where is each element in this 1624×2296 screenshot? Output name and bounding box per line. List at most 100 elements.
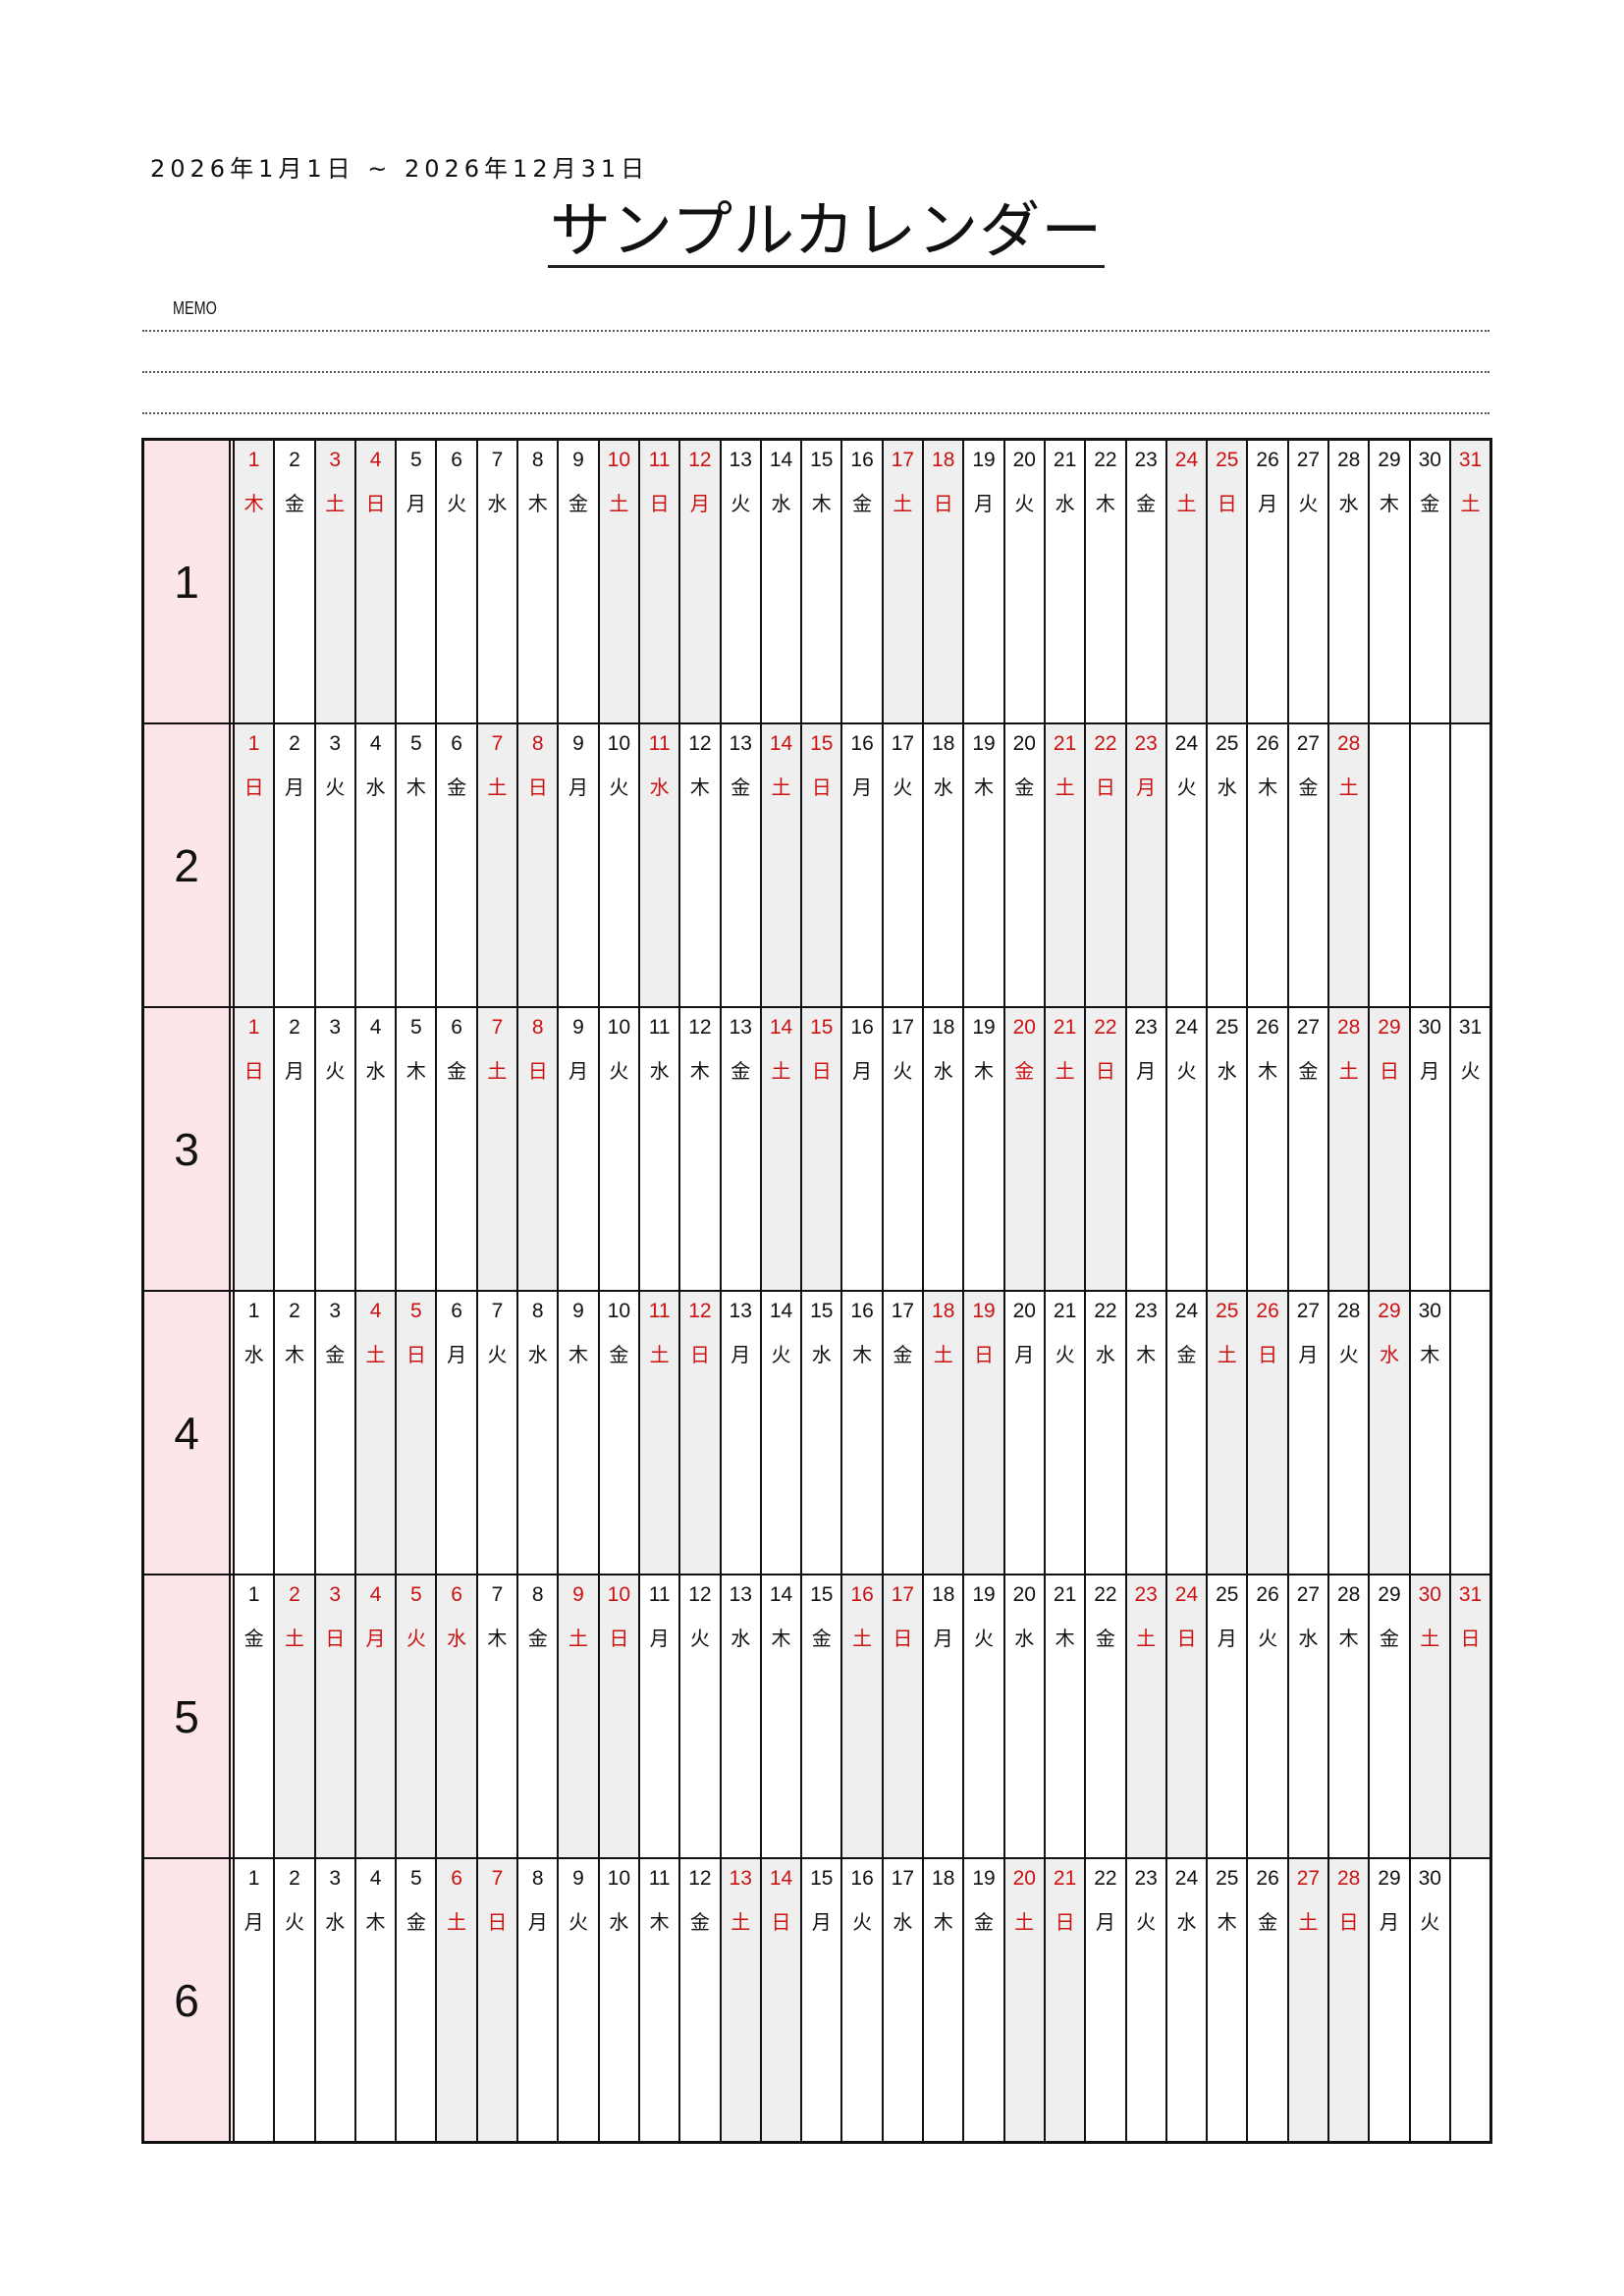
day-cell[interactable]: 13 火 [722, 441, 762, 722]
day-cell[interactable]: 15 金 [802, 1575, 843, 1857]
day-cell[interactable]: 31 日 [1450, 1575, 1490, 1857]
day-cell[interactable]: 21 木 [1046, 1575, 1087, 1857]
day-cell[interactable]: 28 木 [1329, 1575, 1371, 1857]
day-cell[interactable]: 22 金 [1086, 1575, 1127, 1857]
day-cell[interactable]: 27 金 [1289, 1008, 1330, 1290]
day-cell[interactable]: 28 土 [1329, 724, 1371, 1006]
day-cell[interactable]: 20 金 [1005, 724, 1046, 1006]
day-cell[interactable]: 28 土 [1329, 1008, 1371, 1290]
day-cell[interactable]: 19 木 [964, 724, 1005, 1006]
day-cell[interactable]: 17 日 [883, 1575, 925, 1857]
day-cell[interactable]: 30 木 [1411, 1292, 1451, 1574]
day-cell[interactable]: 12 日 [680, 1292, 722, 1574]
day-cell[interactable]: 21 日 [1045, 1859, 1087, 2141]
day-cell[interactable]: 13 金 [722, 1008, 762, 1290]
day-cell[interactable]: 24 火 [1167, 1008, 1209, 1290]
day-cell[interactable]: 26 金 [1248, 1859, 1289, 2141]
day-cell[interactable]: 31 土 [1450, 441, 1490, 722]
day-cell[interactable]: 21 水 [1046, 441, 1087, 722]
day-cell[interactable]: 10 日 [599, 1575, 640, 1857]
day-cell[interactable]: 19 月 [964, 441, 1005, 722]
day-cell[interactable]: 22 日 [1086, 724, 1127, 1006]
day-cell[interactable]: 15 日 [802, 724, 843, 1006]
day-cell[interactable]: 18 日 [924, 441, 965, 722]
day-cell[interactable]: 14 水 [762, 441, 803, 722]
day-cell[interactable]: 23 金 [1127, 441, 1167, 722]
day-cell[interactable]: 12 月 [680, 441, 722, 722]
day-cell[interactable]: 19 木 [964, 1008, 1005, 1290]
day-cell[interactable]: 10 土 [599, 441, 640, 722]
day-cell[interactable]: 15 日 [802, 1008, 843, 1290]
day-cell[interactable]: 16 金 [842, 441, 884, 722]
day-cell[interactable]: 27 土 [1288, 1859, 1330, 2141]
day-cell[interactable]: 29 金 [1370, 1575, 1411, 1857]
day-cell[interactable]: 25 水 [1208, 1008, 1249, 1290]
day-cell[interactable]: 25 日 [1208, 441, 1249, 722]
day-cell[interactable]: 13 月 [722, 1292, 762, 1574]
day-cell[interactable]: 17 水 [884, 1859, 925, 2141]
day-cell[interactable]: 18 水 [924, 1008, 965, 1290]
day-cell[interactable]: 13 水 [722, 1575, 762, 1857]
day-cell[interactable]: 12 金 [680, 1859, 722, 2141]
day-cell[interactable]: 17 金 [884, 1292, 925, 1574]
day-cell[interactable]: 11 木 [640, 1859, 681, 2141]
day-cell[interactable]: 18 木 [924, 1859, 965, 2141]
day-cell[interactable]: 19 火 [964, 1575, 1005, 1857]
day-cell[interactable]: 29 水 [1370, 1292, 1411, 1574]
day-cell[interactable]: 24 水 [1167, 1859, 1209, 2141]
day-cell[interactable]: 12 木 [680, 724, 722, 1006]
day-cell[interactable]: 27 金 [1289, 724, 1330, 1006]
day-cell[interactable]: 23 火 [1127, 1859, 1167, 2141]
day-cell[interactable]: 19 日 [964, 1292, 1005, 1574]
day-cell[interactable]: 19 金 [964, 1859, 1005, 2141]
day-cell[interactable]: 23 土 [1126, 1575, 1167, 1857]
day-cell[interactable]: 18 水 [924, 724, 965, 1006]
day-cell[interactable]: 11 月 [640, 1575, 681, 1857]
day-cell[interactable]: 21 火 [1046, 1292, 1087, 1574]
day-cell[interactable]: 23 月 [1127, 1008, 1167, 1290]
day-cell[interactable]: 22 日 [1086, 1008, 1127, 1290]
day-cell[interactable]: 16 月 [842, 1008, 884, 1290]
day-cell[interactable]: 31 火 [1451, 1008, 1489, 1290]
day-cell[interactable]: 16 木 [842, 1292, 884, 1574]
day-cell[interactable]: 26 木 [1248, 1008, 1289, 1290]
day-cell[interactable]: 16 土 [842, 1575, 884, 1857]
day-cell[interactable]: 28 日 [1329, 1859, 1371, 2141]
